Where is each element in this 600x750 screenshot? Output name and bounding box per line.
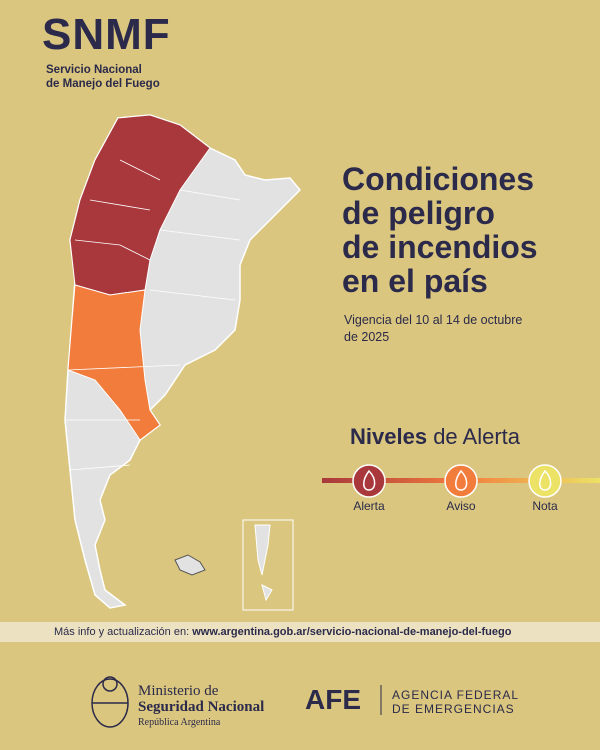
info-prefix: Más info y actualización en: xyxy=(54,626,190,638)
ministry: Ministerio de xyxy=(138,683,219,699)
info-band xyxy=(0,622,600,642)
text-line: de 2025 xyxy=(344,330,390,344)
level-icon xyxy=(352,464,386,498)
ministry-sub: República Argentina xyxy=(138,717,221,728)
level-label: Aviso xyxy=(446,499,476,513)
level-icon xyxy=(444,464,478,498)
inset-map xyxy=(254,524,273,602)
afe-logo: AFE xyxy=(305,684,361,715)
level-label: Nota xyxy=(532,499,558,513)
validity: Vigencia del 10 al 14 de octubre de 2025 xyxy=(344,312,522,346)
info-url: www.argentina.gob.ar/servicio-nacional-d… xyxy=(192,626,512,638)
legend-title: Niveles de Alerta xyxy=(350,424,520,450)
agency: DE EMERGENCIAS xyxy=(392,702,515,716)
flame-icon xyxy=(363,469,376,491)
text-line: Condiciones xyxy=(342,161,535,197)
agency: AGENCIA FEDERAL xyxy=(392,688,520,702)
org-name: de Manejo del Fuego xyxy=(46,78,160,90)
province-borders xyxy=(65,159,241,471)
legend-title-rest: de Alerta xyxy=(433,424,521,449)
coat-of-arms xyxy=(91,676,129,728)
logo: SNMF xyxy=(42,10,171,59)
ministry: Seguridad Nacional xyxy=(138,699,265,715)
text-line: de incendios xyxy=(342,229,538,265)
falklands xyxy=(174,554,206,576)
region-alerta xyxy=(69,114,211,296)
text-line: en el país xyxy=(342,263,488,299)
level-label: Alerta xyxy=(353,499,385,513)
legend-title-bold: Niveles xyxy=(350,424,428,449)
antarctica-inset xyxy=(242,519,294,611)
flame-icon xyxy=(539,469,552,491)
text-line: de peligro xyxy=(342,195,495,231)
level-icon xyxy=(528,464,562,498)
info-line: Más info y actualización en: www.argenti… xyxy=(54,626,511,638)
org-name: Servicio Nacional xyxy=(46,64,142,76)
title: Condiciones de peligro de incendios en el p… xyxy=(342,162,538,298)
text-line: Vigencia del 10 al 14 de octubre xyxy=(344,313,523,327)
flame-icon xyxy=(455,469,468,491)
